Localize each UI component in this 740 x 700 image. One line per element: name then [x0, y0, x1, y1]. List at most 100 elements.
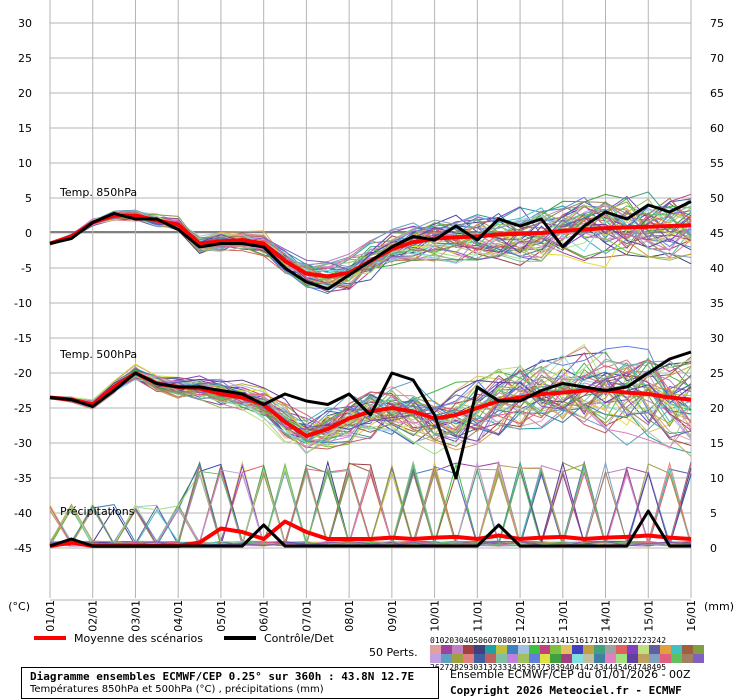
perturbation-swatch — [440, 645, 452, 654]
right-tick-label: 45 — [710, 227, 724, 240]
left-tick-label: -10 — [14, 297, 32, 310]
perturbations-label: 50 Perts. — [369, 646, 418, 659]
x-tick-label: 11/01 — [471, 600, 484, 632]
perturbation-swatch — [670, 645, 682, 654]
panel-labels: Temp. 850hPa Temp. 500hPa Précipitations — [59, 186, 137, 518]
panel-label: Temp. 850hPa — [59, 186, 137, 199]
perturbation-swatch — [484, 654, 496, 663]
perturbation-swatch — [539, 654, 551, 663]
right-unit: (mm) — [704, 600, 734, 613]
perturbation-swatch — [506, 654, 518, 663]
left-tick-label: 20 — [18, 87, 32, 100]
right-tick-label: 60 — [710, 122, 724, 135]
x-tick-label: 09/01 — [386, 600, 399, 632]
right-tick-label: 10 — [710, 472, 724, 485]
right-tick-label: 65 — [710, 87, 724, 100]
perturbation-swatch — [627, 654, 639, 663]
perturbation-swatch — [550, 645, 562, 654]
footer-title: Diagramme ensembles ECMWF/CEP 0.25° sur … — [30, 670, 415, 683]
right-tick-label: 0 — [710, 542, 717, 555]
x-tick-label: 12/01 — [514, 600, 527, 632]
perturbation-swatch — [440, 654, 452, 663]
perturbation-swatch — [594, 645, 606, 654]
control-line — [49, 509, 691, 548]
control-line — [49, 200, 692, 291]
left-tick-label: -40 — [14, 507, 32, 520]
perturbation-swatch — [638, 645, 650, 654]
perturbation-swatch — [462, 645, 474, 654]
left-unit: (°C) — [8, 600, 30, 613]
perturbation-swatch — [681, 654, 693, 663]
perturbation-swatch — [616, 654, 628, 663]
right-tick-label: 50 — [710, 192, 724, 205]
member-line — [49, 368, 692, 444]
perturbation-swatch — [594, 654, 606, 663]
left-tick-label: -25 — [14, 402, 32, 415]
legend-control-label: Contrôle/Det — [264, 632, 334, 645]
right-tick-label: 25 — [710, 367, 724, 380]
perturbation-swatch — [495, 645, 507, 654]
perturbation-swatch — [660, 645, 671, 654]
perturbation-swatch — [517, 654, 529, 663]
perturbation-swatch — [430, 645, 441, 654]
perturbation-swatch — [528, 654, 540, 663]
x-tick-label: 01/01 — [44, 600, 57, 632]
perturbation-swatch — [550, 654, 562, 663]
perturbation-swatch — [627, 645, 639, 654]
left-tick-label: -15 — [14, 332, 32, 345]
precip-member-line — [49, 462, 692, 547]
right-tick-label: 30 — [710, 332, 724, 345]
x-tick-label: 05/01 — [215, 600, 228, 632]
precip-member-line — [49, 540, 692, 547]
perturbation-swatch — [473, 654, 485, 663]
right-tick-label: 20 — [710, 402, 724, 415]
perturbation-swatch — [583, 645, 595, 654]
perturbation-swatch — [660, 654, 671, 663]
left-tick-label: -5 — [21, 262, 32, 275]
run-info: Ensemble ECMWF/CEP du 01/01/2026 - 00Z — [450, 668, 691, 681]
perturbation-swatch — [583, 654, 595, 663]
x-tick-label: 14/01 — [600, 600, 613, 632]
left-tick-label: -30 — [14, 437, 32, 450]
left-tick-label: 5 — [25, 192, 32, 205]
member-line — [49, 369, 692, 449]
perturbation-swatch — [451, 654, 463, 663]
left-tick-label: 0 — [25, 227, 32, 240]
right-tick-label: 55 — [710, 157, 724, 170]
perturbation-swatch — [495, 654, 507, 663]
perturbation-swatch — [670, 654, 682, 663]
right-tick-label: 40 — [710, 262, 724, 275]
left-tick-label: 25 — [18, 52, 32, 65]
perturbation-swatch — [605, 645, 617, 654]
perturbation-swatch — [572, 645, 584, 654]
perturbation-swatch — [605, 654, 617, 663]
right-tick-label: 75 — [710, 17, 724, 30]
x-tick-label: 02/01 — [87, 600, 100, 632]
copyright: Copyright 2026 Meteociel.fr - ECMWF — [450, 684, 682, 697]
perturbation-swatch — [692, 654, 704, 663]
right-tick-label: 15 — [710, 437, 724, 450]
left-tick-label: -45 — [14, 542, 32, 555]
footer-title-box: Diagramme ensembles ECMWF/CEP 0.25° sur … — [21, 667, 439, 699]
perturbation-numbers-bottom: 2627282930313233343536373839404142434445… — [430, 663, 667, 672]
perturbation-swatch — [462, 654, 474, 663]
perturbation-swatch — [539, 645, 551, 654]
legend-mean-swatch — [34, 636, 66, 640]
perturbation-palette: 0102030405060708091011121314151617181920… — [430, 636, 704, 672]
perturbation-swatch — [561, 645, 573, 654]
x-tick-label: 07/01 — [300, 600, 313, 632]
perturbation-numbers-top: 0102030405060708091011121314151617181920… — [430, 636, 667, 645]
left-tick-label: 15 — [18, 122, 32, 135]
panel-label: Précipitations — [60, 505, 135, 518]
perturbation-swatch — [649, 645, 661, 654]
perturbation-colors-bottom — [430, 654, 704, 663]
member-line — [49, 359, 692, 430]
perturbation-swatch — [572, 654, 584, 663]
perturbation-swatch — [506, 645, 518, 654]
footer-subtitle: Températures 850hPa et 500hPa (°C) , pré… — [30, 684, 324, 695]
main-series — [49, 200, 692, 548]
perturbation-swatch — [484, 645, 496, 654]
x-tick-label: 04/01 — [172, 600, 185, 632]
left-tick-label: -35 — [14, 472, 32, 485]
